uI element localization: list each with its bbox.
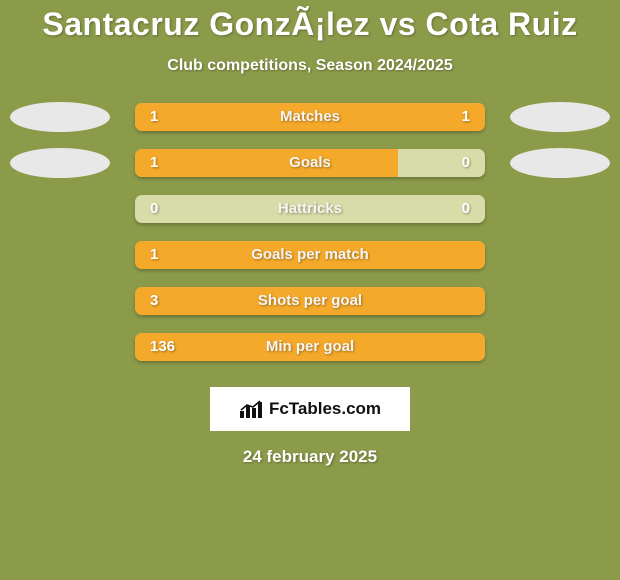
footer-date: 24 february 2025 [0,447,620,467]
stat-row: Shots per goal3 [0,287,620,333]
page-subtitle: Club competitions, Season 2024/2025 [0,57,620,75]
stat-bar-track [135,103,485,131]
stat-bar-p1 [135,149,398,177]
player1-badge [10,102,110,132]
brand-badge[interactable]: FcTables.com [210,387,410,431]
stat-bar-p1 [135,287,485,315]
stat-bar-track [135,195,485,223]
stat-rows: Matches11Goals10Hattricks00Goals per mat… [0,103,620,379]
stat-bar-track [135,241,485,269]
player2-badge [510,148,610,178]
stat-row: Hattricks00 [0,195,620,241]
stat-row: Goals10 [0,149,620,195]
player1-badge [10,148,110,178]
comparison-card: Santacruz GonzÃ¡lez vs Cota Ruiz Club co… [0,0,620,580]
stat-bar-p1 [135,103,310,131]
stat-row: Goals per match1 [0,241,620,287]
stat-bar-track [135,333,485,361]
player2-badge [510,102,610,132]
page-title: Santacruz GonzÃ¡lez vs Cota Ruiz [0,0,620,43]
stat-bar-track [135,287,485,315]
brand-chart-icon [239,399,263,419]
stat-bar-p1 [135,333,485,361]
stat-bar-track [135,149,485,177]
stat-row: Matches11 [0,103,620,149]
brand-text: FcTables.com [269,399,381,419]
stat-bar-p2 [310,103,485,131]
stat-bar-p1 [135,241,485,269]
stat-row: Min per goal136 [0,333,620,379]
